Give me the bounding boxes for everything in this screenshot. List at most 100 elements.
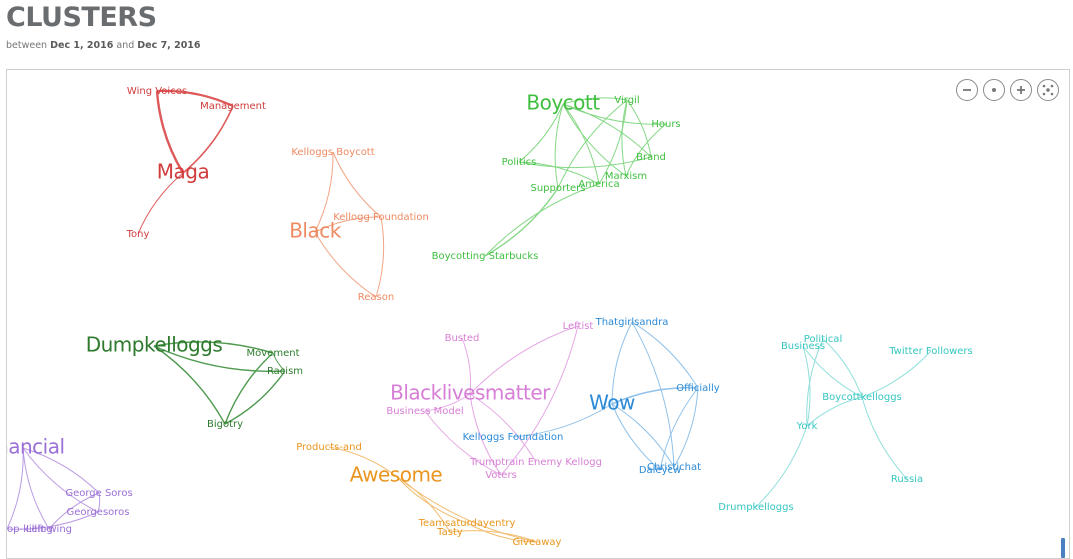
node-label-bigotry[interactable]: Bigotry	[207, 419, 243, 430]
node-label-tony[interactable]: Tony	[126, 229, 150, 240]
zoom-controls	[956, 79, 1059, 101]
node-label-brand[interactable]: Brand	[636, 152, 666, 163]
node-label-op-killing[interactable]: op-killing	[7, 524, 53, 535]
node-label-supporters[interactable]: Supporters	[530, 183, 585, 194]
node-label-reason[interactable]: Reason	[358, 292, 394, 303]
edge	[631, 321, 699, 389]
edge	[518, 103, 564, 163]
node-label-boycotting-starbucks[interactable]: Boycotting Starbucks	[432, 251, 539, 262]
node-label-york[interactable]: York	[796, 421, 818, 432]
edges-maga	[137, 89, 234, 235]
node-label-giveaway[interactable]: Giveaway	[513, 537, 562, 548]
node-label-kelloggs-foundation[interactable]: Kelloggs Foundation	[463, 432, 564, 443]
node-label-officially[interactable]: Officially	[676, 383, 720, 394]
edge	[395, 475, 538, 543]
node-label-kellogg-foundation[interactable]: Kellogg Foundation	[333, 212, 429, 223]
edge	[802, 345, 811, 427]
edge	[625, 123, 667, 177]
edge	[659, 387, 699, 471]
edges-dumpkelloggs	[153, 341, 286, 425]
node-label-politics[interactable]: Politics	[502, 157, 537, 168]
node-label-boycott[interactable]: Boycott	[526, 91, 600, 115]
node-label-america[interactable]: America	[578, 179, 619, 190]
edge	[611, 403, 675, 468]
node-label-blacklivesmatter[interactable]: Blacklivesmatter	[390, 381, 552, 405]
fit-view-button[interactable]	[1037, 79, 1059, 101]
node-label-russia[interactable]: Russia	[891, 474, 923, 485]
node-label-daleycw[interactable]: Daleycw	[639, 465, 681, 476]
edge	[375, 216, 385, 298]
edge	[314, 216, 382, 233]
edge	[7, 511, 99, 530]
reset-view-button[interactable]	[983, 79, 1005, 101]
node-label-leftist[interactable]: Leftist	[563, 321, 594, 332]
edge	[512, 403, 613, 438]
edge	[562, 103, 652, 158]
node-label-voters[interactable]: Voters	[485, 470, 517, 481]
edges-boycott	[484, 97, 667, 257]
zoom-in-button[interactable]	[1010, 79, 1032, 101]
reset-icon	[992, 88, 996, 92]
node-label-political[interactable]: Political	[804, 334, 842, 345]
date-range-prefix: between	[6, 40, 48, 51]
edge	[224, 370, 286, 425]
edge	[562, 103, 627, 177]
node-label-business-model[interactable]: Business Model	[386, 406, 463, 417]
node-label-teamsaturdayentry[interactable]: Teamsaturdayentry	[418, 518, 516, 529]
edge	[861, 396, 908, 480]
node-label-georgesoros[interactable]: Georgesoros	[66, 507, 129, 518]
cluster-wow: Thatgirlsandra Wow Officially Kelloggs Foun…	[463, 317, 720, 476]
edge	[802, 345, 863, 398]
edge	[484, 183, 600, 257]
scrollbar-thumb[interactable]	[1061, 538, 1065, 558]
node-label-kelloggs-boycott[interactable]: Kelloggs Boycott	[291, 147, 374, 158]
node-label-products-and[interactable]: Products-and	[296, 442, 362, 453]
edge	[673, 387, 699, 468]
node-label-hours[interactable]: Hours	[651, 119, 680, 130]
cluster-graph-panel[interactable]: Wing Voices Management Maga Tony Kelloggs Bo…	[6, 69, 1070, 559]
edge	[469, 393, 502, 476]
edge	[97, 492, 101, 513]
node-label-busted[interactable]: Busted	[445, 333, 480, 344]
edge	[22, 447, 50, 530]
cluster-awesome: Products-and Awesome TeamsaturdayentryTast…	[296, 442, 561, 548]
edge	[314, 151, 334, 233]
node-label-twitter-followers[interactable]: Twitter Followers	[888, 346, 973, 357]
node-label-christichat[interactable]: Christichat	[647, 462, 701, 473]
node-label-marxism[interactable]: Marxism	[605, 171, 647, 182]
edge	[518, 156, 652, 169]
edge	[137, 172, 184, 235]
node-label-george-soros[interactable]: George Soros	[65, 488, 132, 499]
node-label-racism[interactable]: Racism	[267, 366, 303, 377]
node-label-maga[interactable]: Maga	[157, 160, 210, 184]
node-label-wing-voices[interactable]: Wing Voices	[127, 86, 187, 97]
cluster-graph[interactable]: Wing Voices Management Maga Tony Kelloggs Bo…	[7, 70, 1070, 548]
zoom-out-button[interactable]	[956, 79, 978, 101]
node-label-tasty[interactable]: Tasty	[436, 527, 463, 538]
node-label-thatgirlsandra[interactable]: Thatgirlsandra	[595, 317, 669, 328]
node-label-black[interactable]: Black	[289, 219, 342, 243]
edge	[484, 187, 559, 257]
node-label-wow[interactable]: Wow	[589, 391, 635, 415]
node-label-boycottkelloggs[interactable]: Boycottkelloggs	[822, 392, 902, 403]
zoom-out-icon	[963, 89, 971, 91]
cluster-boycott: Boycott Virgil Hours Politics Brand MarxismAm…	[432, 91, 681, 263]
cluster-financial: Financial George Soros Georgesoros op-killi…	[7, 435, 133, 536]
node-label-management[interactable]: Management	[200, 101, 266, 112]
node-label-left-wing[interactable]: Left-wing	[26, 524, 72, 535]
node-label-virgil[interactable]: Virgil	[614, 95, 639, 106]
edge	[7, 447, 24, 530]
edge	[557, 99, 628, 189]
node-label-trumptrain-enemy-kellogg[interactable]: Trumptrain Enemy Kellogg	[469, 457, 602, 468]
node-label-dumpkelloggs[interactable]: Dumpkelloggs	[86, 333, 223, 357]
node-label-movement[interactable]: Movement	[247, 348, 300, 359]
node-label-business[interactable]: Business	[781, 341, 825, 352]
node-label-awesome[interactable]: Awesome	[350, 463, 443, 487]
edge	[621, 99, 628, 177]
edges-black	[314, 151, 385, 298]
node-label-drumpkelloggs[interactable]: Drumpkelloggs	[718, 502, 793, 513]
edge	[22, 447, 100, 494]
node-label-financial[interactable]: Financial	[7, 435, 65, 459]
edge	[611, 403, 661, 471]
